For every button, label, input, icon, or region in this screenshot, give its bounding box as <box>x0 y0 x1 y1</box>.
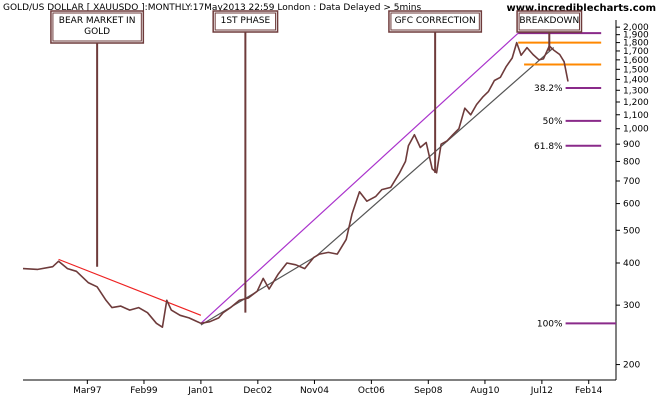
x-tick-label: Mar97 <box>73 386 101 396</box>
y-tick-label: 1,400 <box>623 75 649 85</box>
price-series <box>22 41 569 329</box>
y-tick-label: 500 <box>623 226 640 236</box>
annotation-box <box>518 12 580 31</box>
y-tick-label: 1,800 <box>623 39 649 49</box>
y-tick-label: 900 <box>623 140 640 150</box>
y-tick-label: 200 <box>623 361 640 371</box>
annotation-label: BEAR MARKET IN <box>59 16 136 26</box>
fib-level-label: 61.8% <box>534 142 563 152</box>
fib-level-label: 100% <box>537 319 563 329</box>
y-tick-label: 300 <box>623 301 640 311</box>
x-tick-label: Dec02 <box>243 386 272 396</box>
trendline <box>200 255 317 326</box>
y-tick-label: 800 <box>623 157 640 167</box>
x-tick-label: Aug10 <box>470 386 499 396</box>
x-tick-label: Oct06 <box>358 386 385 396</box>
site-watermark: www.incrediblecharts.com <box>507 3 657 14</box>
y-tick-label: 400 <box>623 259 640 269</box>
y-tick-label: 1,000 <box>623 125 649 135</box>
chart-title: GOLD/US DOLLAR [ XAUUSDO ]:MONTHLY:17May… <box>3 3 421 13</box>
y-tick-label: 1,100 <box>623 111 649 121</box>
y-tick-label: 1,500 <box>623 65 649 75</box>
x-tick-label: Jan01 <box>187 386 213 396</box>
level-lines: 38.2% 50% 61.8% 100% <box>518 32 616 329</box>
y-tick-label: 1,300 <box>623 86 649 96</box>
y-tick-label: 2,000 <box>623 23 649 33</box>
trendline <box>58 258 202 316</box>
x-tick-label: Nov04 <box>300 386 329 396</box>
y-axis-ticks: 2,0001,9001,8001,7001,6001,5001,4001,300… <box>616 23 649 371</box>
y-tick-label: 1,700 <box>623 47 649 57</box>
price-line <box>22 41 569 329</box>
y-tick-label: 1,200 <box>623 98 649 108</box>
y-tick-label: 700 <box>623 177 640 187</box>
y-tick-label: 1,900 <box>623 31 649 41</box>
annotation-box <box>214 12 277 31</box>
x-tick-label: Feb99 <box>130 386 158 396</box>
plot-frame <box>23 20 617 381</box>
x-tick-label: Sep08 <box>414 386 443 396</box>
x-tick-label: Feb14 <box>575 386 603 396</box>
fib-level-label: 38.2% <box>534 84 563 94</box>
x-axis-ticks: Mar97 Feb99 Jan01 Dec02 Nov04 Oct06 Sep08 Aug10… <box>73 380 603 396</box>
annotation-label: GFC CORRECTION <box>395 16 476 26</box>
y-tick-label: 600 <box>623 200 640 210</box>
trendline <box>200 32 519 324</box>
annotation-label: 1ST PHASE <box>221 16 271 26</box>
annotation-box <box>52 12 142 42</box>
annotation-label: BREAKDOWN <box>519 16 579 26</box>
annotation-box <box>390 12 480 31</box>
fib-level-label: 50% <box>543 117 563 127</box>
y-tick-label: 1,600 <box>623 56 649 66</box>
annotation-label: GOLD <box>84 27 110 37</box>
x-tick-label: Jul12 <box>530 386 553 396</box>
